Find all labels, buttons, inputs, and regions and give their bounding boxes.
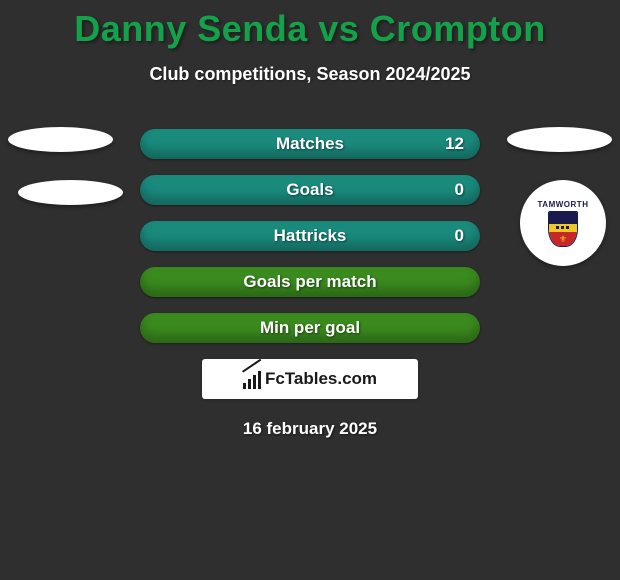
stat-row-goals-per-match: Goals per match <box>140 267 480 297</box>
date-text: 16 february 2025 <box>0 419 620 439</box>
stat-label: Min per goal <box>260 318 360 338</box>
left-player-oval-2 <box>18 180 123 205</box>
stat-label: Hattricks <box>274 226 347 246</box>
watermark: FcTables.com <box>202 359 418 399</box>
bar-chart-icon <box>243 369 261 389</box>
subtitle: Club competitions, Season 2024/2025 <box>0 64 620 85</box>
stat-row-hattricks: Hattricks 0 <box>140 221 480 251</box>
stat-label: Goals per match <box>243 272 376 292</box>
left-player-oval-1 <box>8 127 113 152</box>
comparison-infographic: Danny Senda vs Crompton Club competition… <box>0 0 620 580</box>
stat-label: Matches <box>276 134 344 154</box>
stat-row-goals: Goals 0 <box>140 175 480 205</box>
stat-value-right: 12 <box>445 134 464 154</box>
right-club-badge: TAMWORTH ⚜ <box>520 180 606 266</box>
stat-value-right: 0 <box>455 180 464 200</box>
stat-label: Goals <box>286 180 333 200</box>
stats-area: TAMWORTH ⚜ Matches 12 Goals 0 Hattricks … <box>0 129 620 439</box>
badge-inner: TAMWORTH ⚜ <box>538 200 589 247</box>
watermark-text: FcTables.com <box>265 369 377 389</box>
stat-row-min-per-goal: Min per goal <box>140 313 480 343</box>
stat-row-matches: Matches 12 <box>140 129 480 159</box>
page-title: Danny Senda vs Crompton <box>0 0 620 50</box>
stat-value-right: 0 <box>455 226 464 246</box>
right-player-oval-1 <box>507 127 612 152</box>
badge-arc-text: TAMWORTH <box>538 200 589 209</box>
shield-icon: ⚜ <box>548 211 578 247</box>
fleur-icon: ⚜ <box>559 234 567 245</box>
